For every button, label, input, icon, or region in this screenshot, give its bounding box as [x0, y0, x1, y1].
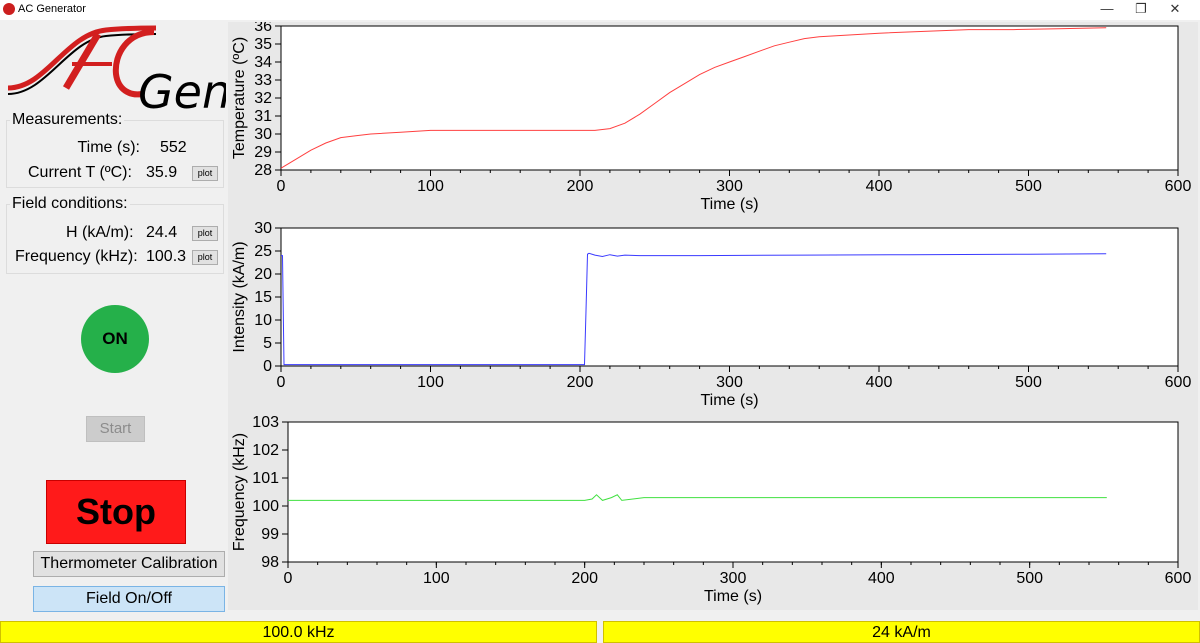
status-field: 24 kA/m [603, 621, 1200, 643]
field-conditions-title: Field conditions: [10, 195, 130, 213]
x-tick-label: 0 [284, 570, 293, 587]
window-title: AC Generator [18, 3, 86, 15]
thermometer-calibration-button[interactable]: Thermometer Calibration [33, 551, 225, 577]
x-axis-label: Time (s) [700, 392, 758, 409]
x-tick-label: 100 [417, 178, 444, 195]
y-tick-label: 100 [252, 498, 279, 515]
y-tick-label: 101 [252, 470, 279, 487]
x-tick-label: 600 [1165, 178, 1192, 195]
window-titlebar: AC Generator — ❐ ✕ [0, 0, 1200, 20]
x-tick-label: 100 [417, 374, 444, 391]
x-axis-label: Time (s) [700, 196, 758, 213]
x-tick-label: 500 [1015, 374, 1042, 391]
x-tick-label: 200 [571, 570, 598, 587]
intensity-chart-svg: 0 100 200 300 400 500 600 0 5 10 15 20 25 30 Time (s) I… [231, 220, 1192, 409]
app-icon [3, 3, 15, 15]
x-tick-label: 100 [423, 570, 450, 587]
y-axis-label: Temperature (ºC) [231, 37, 248, 159]
x-tick-label: 300 [716, 178, 743, 195]
y-tick-label: 5 [263, 335, 272, 352]
close-button[interactable]: ✕ [1169, 1, 1181, 16]
data-series-line [280, 27, 1107, 169]
y-tick-label: 35 [254, 36, 272, 53]
y-tick-label: 30 [254, 126, 272, 143]
y-tick-label: 99 [261, 526, 279, 543]
ac-gen-logo: Gen [7, 25, 226, 114]
y-tick-label: 34 [254, 54, 272, 71]
x-tick-label: 400 [866, 374, 893, 391]
frequency-plot-button[interactable]: plot [192, 250, 218, 265]
plot-area [280, 25, 1179, 171]
y-tick-label: 28 [254, 162, 272, 179]
y-tick-label: 98 [261, 554, 279, 571]
frequency-chart: 0 100 200 300 400 500 600 98 99 100 101 102 103 Time … [228, 414, 1198, 610]
plot-area [280, 227, 1179, 367]
x-tick-label: 200 [567, 178, 594, 195]
y-tick-label: 32 [254, 90, 272, 107]
x-tick-label: 0 [277, 374, 286, 391]
current-temp-label: Current T (ºC): [28, 164, 132, 181]
y-tick-label: 15 [254, 289, 272, 306]
y-axis-label: Frequency (kHz) [231, 433, 248, 551]
restore-button[interactable]: ❐ [1135, 1, 1147, 16]
control-panel: Gen Measurements: Time (s): 552 Current … [0, 20, 228, 620]
x-tick-label: 500 [1015, 178, 1042, 195]
logo-swoosh [7, 25, 157, 91]
x-axis-label: Time (s) [704, 588, 762, 605]
y-tick-label: 20 [254, 266, 272, 283]
y-tick-label: 31 [254, 108, 272, 125]
logo-gen-text: Gen [138, 65, 226, 114]
y-tick-label: 36 [254, 22, 272, 35]
temperature-chart: 0 100 200 300 400 500 600 28 29 30 31 32 33 34 35 36 Tim… [228, 22, 1198, 218]
current-temp-value: 35.9 [146, 164, 178, 181]
y-tick-label: 0 [263, 358, 272, 375]
field-on-off-button[interactable]: Field On/Off [33, 586, 225, 612]
x-tick-label: 200 [567, 374, 594, 391]
time-label: Time (s): [77, 139, 140, 156]
temp-plot-button[interactable]: plot [192, 166, 218, 181]
measurements-title: Measurements: [10, 111, 125, 129]
frequency-label: Frequency (kHz): [15, 248, 138, 265]
logo-a-stroke [62, 32, 102, 90]
h-value: 24.4 [146, 224, 178, 241]
on-indicator-button[interactable]: ON [81, 305, 149, 373]
intensity-chart: 0 100 200 300 400 500 600 0 5 10 15 20 25 30 Time (s) I… [228, 218, 1198, 414]
data-series-line [288, 494, 1107, 501]
x-tick-label: 500 [1016, 570, 1043, 587]
y-tick-label: 102 [252, 442, 279, 459]
h-plot-button[interactable]: plot [192, 226, 218, 241]
plot-area [287, 421, 1179, 563]
y-tick-label: 30 [254, 220, 272, 237]
x-tick-label: 0 [277, 178, 286, 195]
h-label: H (kA/m): [66, 224, 134, 241]
x-tick-label: 600 [1165, 570, 1192, 587]
x-tick-label: 600 [1165, 374, 1192, 391]
time-value: 552 [160, 139, 187, 156]
status-frequency: 100.0 kHz [0, 621, 597, 643]
y-axis-label: Intensity (kA/m) [231, 241, 248, 352]
y-tick-label: 33 [254, 72, 272, 89]
frequency-value: 100.3 [146, 248, 187, 265]
y-tick-label: 10 [254, 312, 272, 329]
y-tick-label: 29 [254, 144, 272, 161]
x-tick-label: 400 [868, 570, 895, 587]
data-series-line [281, 252, 1107, 366]
frequency-chart-svg: 0 100 200 300 400 500 600 98 99 100 101 102 103 Time … [231, 414, 1192, 605]
logo-c [112, 29, 155, 98]
stop-button[interactable]: Stop [46, 480, 186, 544]
minimize-button[interactable]: — [1100, 1, 1114, 16]
start-button[interactable]: Start [86, 416, 145, 442]
y-tick-label: 103 [252, 414, 279, 431]
x-tick-label: 300 [720, 570, 747, 587]
x-tick-label: 300 [716, 374, 743, 391]
x-tick-label: 400 [866, 178, 893, 195]
y-tick-label: 25 [254, 243, 272, 260]
